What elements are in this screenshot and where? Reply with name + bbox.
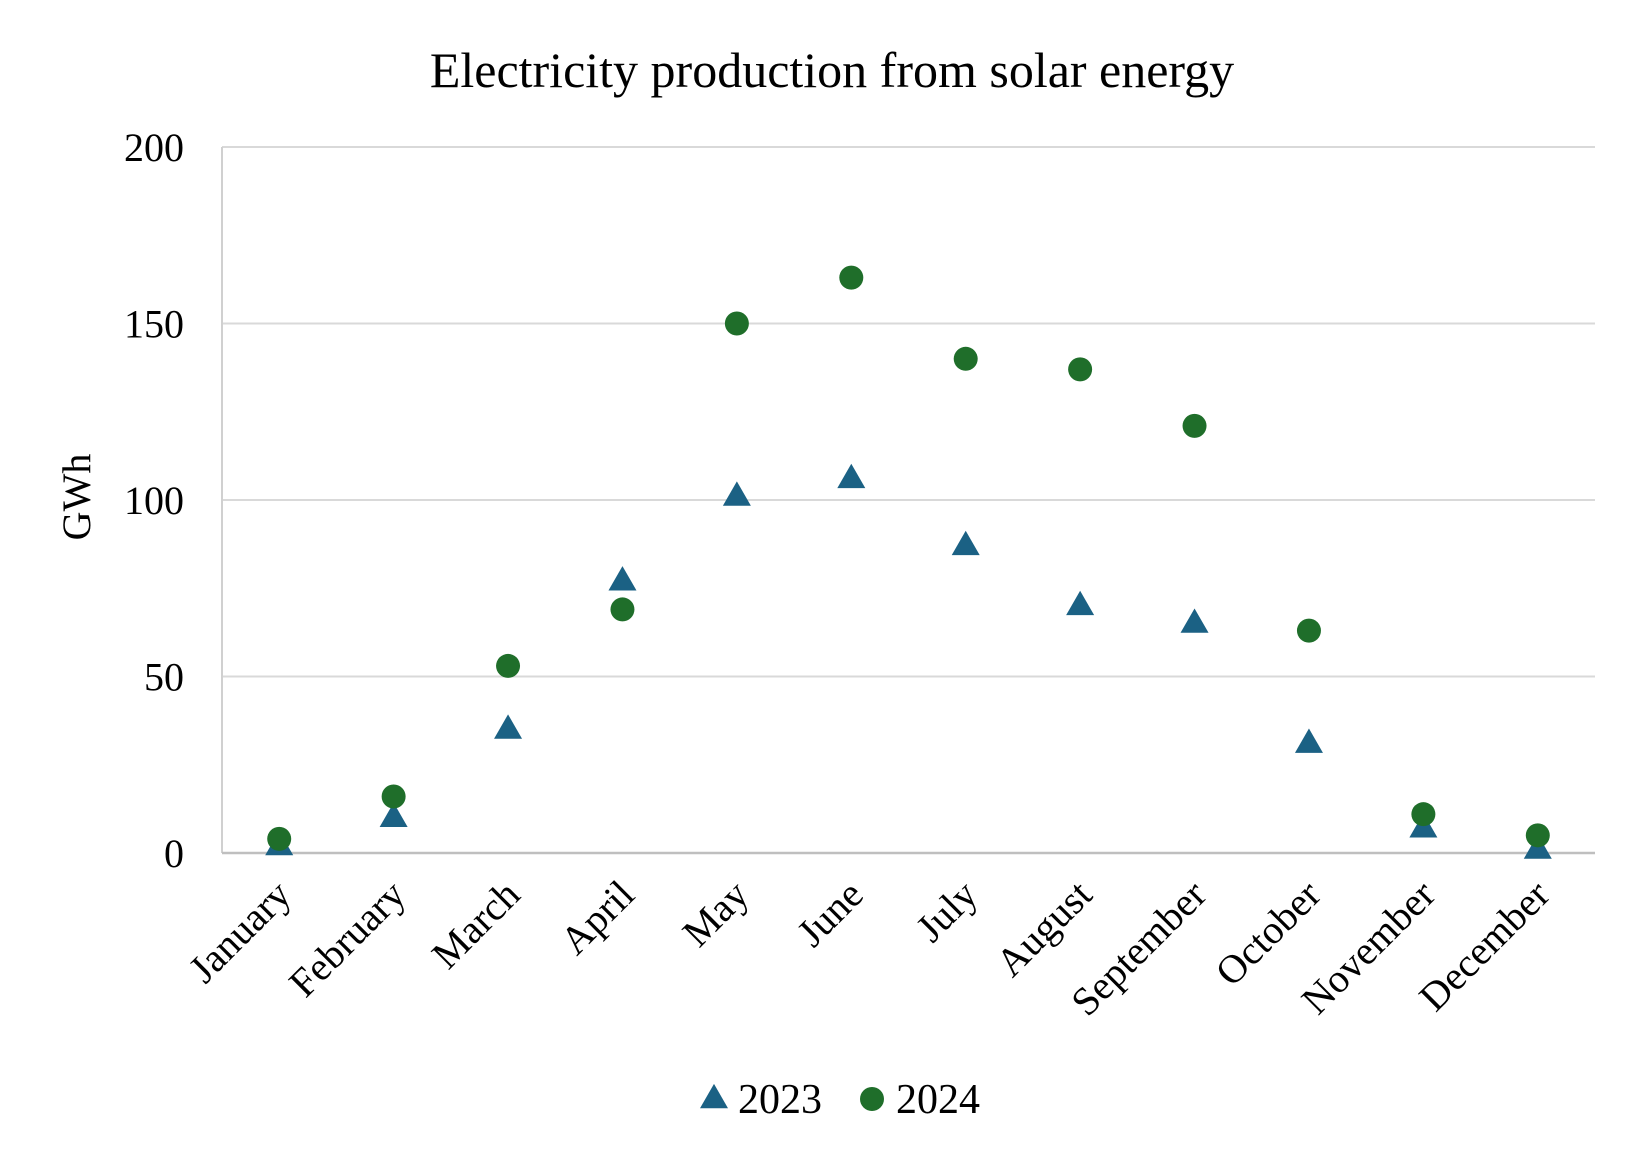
x-tick-label: July bbox=[907, 872, 986, 951]
x-tick-label: April bbox=[551, 872, 643, 964]
x-tick-label: March bbox=[423, 872, 529, 978]
legend-item-2024[interactable]: 2024 bbox=[860, 1077, 980, 1123]
x-tick-label: May bbox=[674, 872, 758, 956]
data-point-triangle bbox=[1066, 590, 1095, 616]
legend-label: 2023 bbox=[738, 1077, 822, 1123]
data-point-circle bbox=[267, 826, 292, 851]
data-point-circle bbox=[953, 346, 978, 371]
y-tick-label: 200 bbox=[124, 125, 184, 170]
data-point-triangle bbox=[608, 566, 637, 591]
data-point-circle bbox=[381, 784, 406, 809]
data-point-circle bbox=[610, 597, 635, 622]
y-tick-label: 0 bbox=[164, 831, 184, 876]
data-point-triangle bbox=[1294, 728, 1323, 753]
data-point-triangle bbox=[494, 714, 523, 739]
data-series bbox=[265, 265, 1552, 859]
data-point-circle bbox=[1182, 413, 1207, 438]
gridlines bbox=[222, 146, 1595, 678]
data-point-circle bbox=[1411, 802, 1436, 827]
y-axis-title: GWh bbox=[54, 454, 99, 541]
data-point-circle bbox=[1525, 823, 1550, 848]
data-point-triangle bbox=[722, 481, 751, 506]
data-point-circle bbox=[839, 265, 864, 290]
data-point-circle bbox=[1068, 357, 1093, 382]
x-tick-label: June bbox=[788, 872, 872, 956]
legend-label: 2024 bbox=[896, 1077, 980, 1123]
x-tick-label: August bbox=[987, 872, 1101, 986]
y-tick-label: 50 bbox=[144, 655, 184, 700]
data-point-circle bbox=[496, 653, 521, 678]
chart-title: Electricity production from solar energy bbox=[430, 42, 1234, 98]
data-point-triangle bbox=[379, 802, 408, 827]
data-point-circle bbox=[1296, 618, 1321, 643]
y-tick-label: 150 bbox=[124, 302, 184, 347]
y-axis-tick-labels: 0 50 100 150 200 bbox=[124, 125, 184, 876]
y-tick-label: 100 bbox=[124, 478, 184, 523]
legend-item-2023[interactable]: 2023 bbox=[700, 1077, 822, 1123]
series-2023 bbox=[265, 463, 1552, 859]
data-point-circle bbox=[724, 311, 749, 336]
legend[interactable]: 2023 2024 bbox=[700, 1077, 980, 1123]
legend-triangle-marker bbox=[700, 1083, 728, 1109]
axes bbox=[221, 147, 1595, 855]
series-2024 bbox=[267, 265, 1550, 851]
x-tick-label: February bbox=[280, 872, 414, 1006]
data-point-triangle bbox=[1180, 608, 1209, 633]
legend-circle-marker bbox=[860, 1087, 884, 1111]
data-point-triangle bbox=[837, 463, 866, 489]
data-point-triangle bbox=[951, 530, 980, 556]
